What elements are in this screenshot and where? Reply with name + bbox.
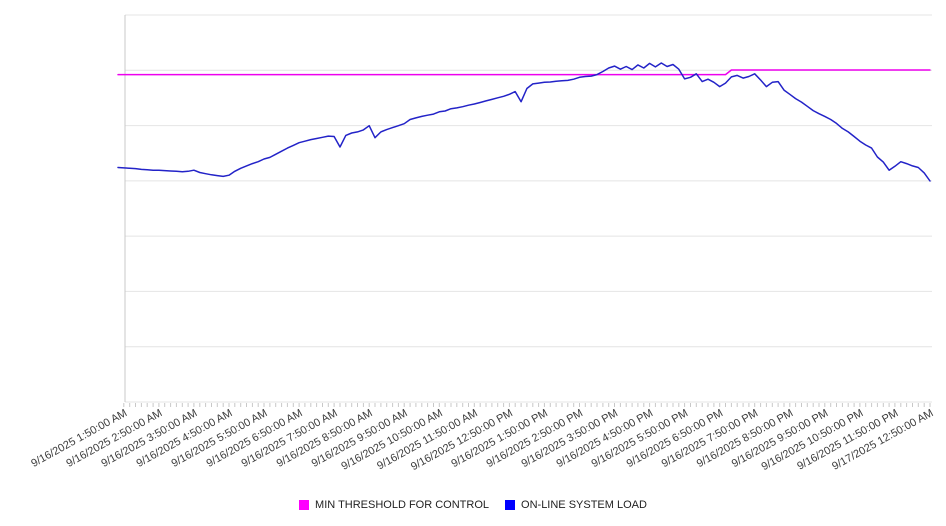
min-threshold-line	[117, 69, 931, 76]
legend-swatch-magenta-icon	[299, 500, 310, 510]
legend-label-online-system-load: ON-LINE SYSTEM LOAD	[521, 499, 647, 511]
legend-item-min-threshold[interactable]: MIN THRESHOLD FOR CONTROL	[299, 499, 489, 511]
legend-item-online-system-load[interactable]: ON-LINE SYSTEM LOAD	[505, 499, 647, 511]
chart-legend: MIN THRESHOLD FOR CONTROL ON-LINE SYSTEM…	[0, 499, 946, 511]
legend-swatch-blue-icon	[505, 500, 516, 510]
online-system-load-line	[117, 62, 931, 182]
legend-label-min-threshold: MIN THRESHOLD FOR CONTROL	[315, 499, 490, 511]
